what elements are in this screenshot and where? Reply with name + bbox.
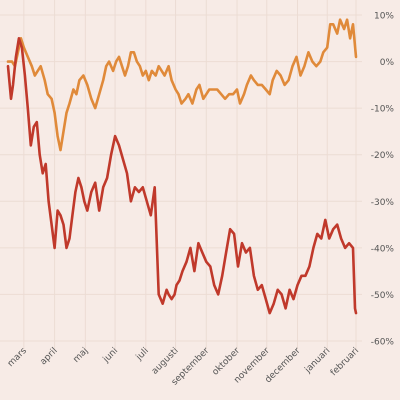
y-tick-label: -60% [371, 338, 395, 348]
x-tick-label: april [39, 346, 60, 367]
x-tick-label: februari [329, 346, 361, 378]
x-tick-label: juli [134, 346, 151, 363]
y-tick-label: 0% [380, 58, 395, 68]
series-line-1 [6, 18, 358, 152]
y-tick-label: -40% [371, 244, 395, 254]
y-tick-label: -10% [371, 105, 395, 115]
y-tick-label: -20% [371, 151, 395, 161]
x-tick-label: juni [101, 346, 120, 365]
y-tick-label: -30% [371, 198, 395, 208]
y-tick-label: -50% [371, 291, 395, 301]
y-tick-label: 10% [374, 12, 394, 22]
x-tick-label: augusti [150, 346, 181, 377]
x-tick-label: mars [6, 346, 29, 369]
series-line-2 [6, 36, 358, 315]
x-tick-label: maj [72, 346, 91, 365]
